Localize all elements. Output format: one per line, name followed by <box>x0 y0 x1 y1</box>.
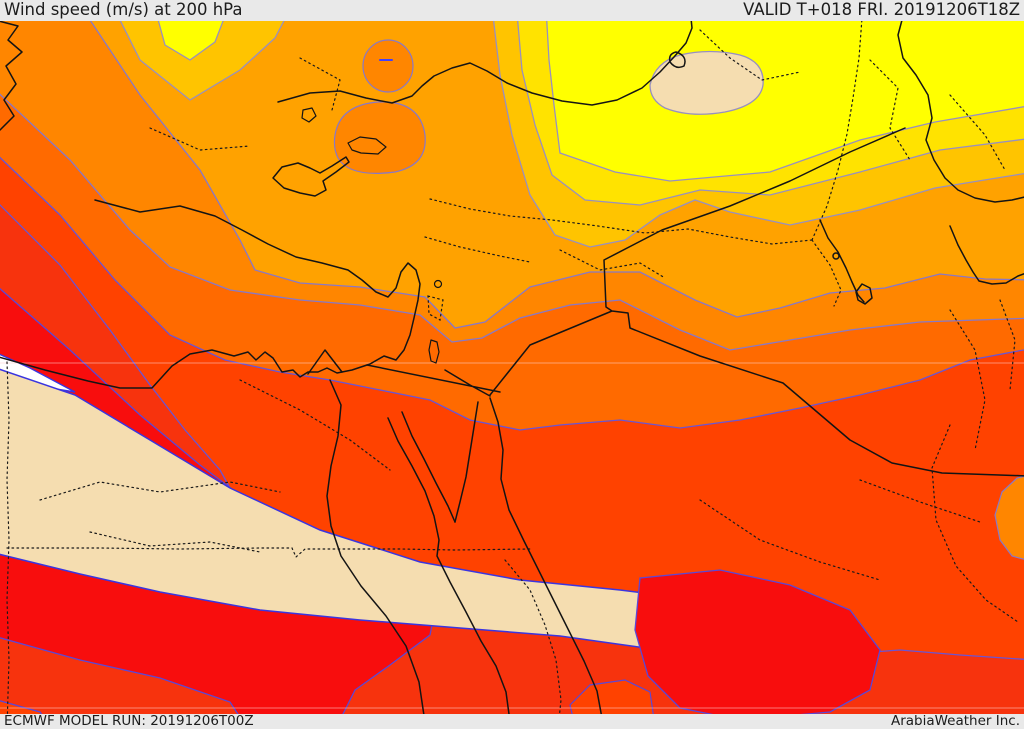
border-arabia-internal-1 <box>699 499 881 581</box>
persian-gulf-west-coast <box>819 219 865 303</box>
coastline-layer <box>0 4 1024 729</box>
dead-sea <box>428 339 440 364</box>
turkey-levant-africa-coast <box>0 199 421 389</box>
gulf-of-aqaba-west <box>454 401 479 523</box>
footer-bar: ECMWF MODEL RUN: 20191206T00Z ArabiaWeat… <box>0 714 1024 729</box>
map-title: Wind speed (m/s) at 200 hPa <box>4 0 243 20</box>
orange-blob-right-edge <box>994 475 1024 560</box>
band-yellow-northeast <box>544 0 1024 182</box>
border-iran-internal-1 <box>869 59 911 161</box>
red-blob-southeast <box>634 569 881 721</box>
cream-low-patch-caucasus <box>649 50 764 115</box>
local-max-blob-anatolia-1 <box>362 39 414 93</box>
dotted-borders-layer <box>6 4 1019 729</box>
border-sudan-east <box>504 559 562 729</box>
border-arabia-internal-2 <box>859 479 981 523</box>
border-libya-interior-1 <box>39 481 281 501</box>
gulf-of-suez-east <box>401 411 456 523</box>
band-red-orange-south <box>0 637 249 729</box>
border-anatolia-2 <box>299 57 341 111</box>
border-caucasus <box>699 29 801 81</box>
valid-time-label: VALID T+018 FRI. 20191206T18Z <box>743 0 1020 20</box>
border-turkey-iran <box>811 4 864 241</box>
aegean-greek-coast <box>0 20 23 131</box>
border-jordan-syria <box>424 236 531 263</box>
border-egypt-sudan <box>6 547 531 558</box>
graticule-layer <box>0 362 1024 709</box>
persian-gulf-east-coast <box>949 225 1024 285</box>
border-iraq-iran <box>811 239 842 307</box>
gulf-island <box>832 252 840 260</box>
lake-van <box>347 136 387 155</box>
border-iran-east-1 <box>999 299 1016 391</box>
lake-tuz <box>301 107 317 123</box>
border-turkey-south <box>429 198 813 245</box>
border-egypt-interior <box>239 379 391 471</box>
cyprus-island <box>272 156 350 197</box>
border-saudi-arc <box>931 424 1019 623</box>
header-bar: Wind speed (m/s) at 200 hPa VALID T+018 … <box>0 0 1024 21</box>
black-sea-lagoon <box>668 51 686 69</box>
caspian-west-coast <box>897 4 1024 203</box>
nile-river <box>326 379 427 729</box>
border-anatolia-1 <box>149 127 251 151</box>
sea-of-galilee <box>433 279 443 289</box>
model-run-label: ECMWF MODEL RUN: 20191206T00Z <box>4 712 254 729</box>
border-west-bank <box>427 295 444 321</box>
gulf-of-suez-west <box>387 417 512 729</box>
qatar-peninsula <box>855 283 873 305</box>
jordan-saudi-iraq-borders <box>366 127 1024 477</box>
border-iran-internal-2 <box>949 94 1006 171</box>
branding-label: ArabiaWeather Inc. <box>890 712 1020 729</box>
red-sea-east-coast <box>489 397 605 729</box>
nile-delta-branch <box>307 349 343 375</box>
black-sea-coast <box>277 7 693 106</box>
border-syria-iraq <box>559 249 666 279</box>
local-max-blob-anatolia-2 <box>333 101 426 174</box>
border-libya-interior-2 <box>89 531 261 553</box>
